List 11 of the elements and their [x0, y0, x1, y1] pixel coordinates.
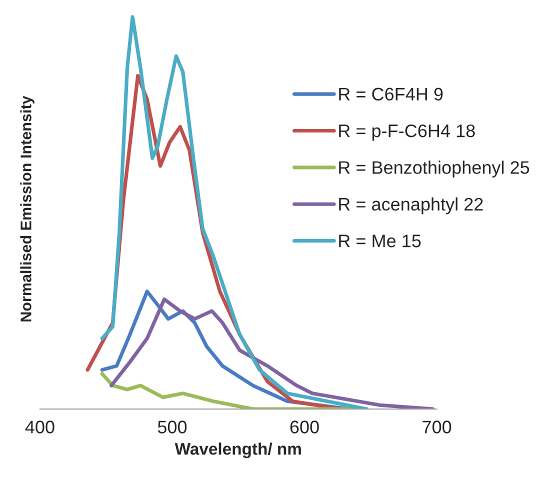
legend-label: R = Me 15	[339, 234, 421, 248]
x-tick-label: 500	[158, 420, 187, 434]
legend-label: R = Benzothiophenyl 25	[339, 160, 530, 178]
legend-label: R = acenaphtyl 22	[339, 197, 483, 214]
y-axis-title: Normallised Emission Intensity	[20, 96, 34, 322]
legend-label: R = C6F4H 9	[339, 88, 443, 101]
x-tick-label: 700	[422, 420, 452, 434]
x-tick-label: 400	[25, 420, 54, 434]
legend-label: R = p-F-C6H4 18	[339, 124, 475, 141]
x-tick-label: 600	[290, 420, 319, 434]
x-axis-title: Wavelength/ nm	[174, 442, 301, 458]
